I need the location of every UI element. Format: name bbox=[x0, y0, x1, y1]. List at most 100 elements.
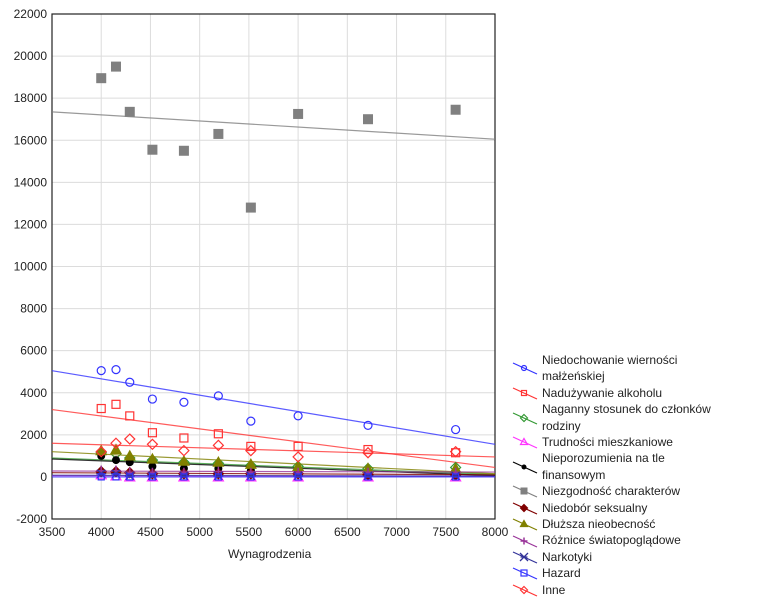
data-point bbox=[294, 473, 302, 481]
data-point bbox=[519, 413, 529, 422]
legend: Niedochowanie wierności małżeńskiej Naduż… bbox=[512, 352, 768, 598]
series-0 bbox=[51, 365, 496, 445]
legend-item: Hazard bbox=[512, 565, 768, 581]
data-point bbox=[126, 473, 134, 481]
legend-label: Różnice światopoglądowe bbox=[542, 533, 681, 548]
legend-label: Niedobór seksualny bbox=[542, 500, 648, 515]
legend-item: Naganny stosunek do członków rodziny bbox=[512, 401, 768, 434]
legend-item: Nieporozumienia na tle finansowym bbox=[512, 450, 768, 483]
legend-marker-icon bbox=[512, 567, 538, 581]
data-point bbox=[96, 403, 106, 414]
data-point bbox=[520, 365, 528, 372]
data-point bbox=[213, 128, 224, 139]
x-tick-label: 6000 bbox=[285, 525, 312, 539]
y-tick-label: 20000 bbox=[14, 49, 48, 63]
data-point bbox=[96, 366, 106, 376]
y-tick-label: 8000 bbox=[20, 302, 47, 316]
y-tick-label: 14000 bbox=[14, 175, 48, 189]
y-tick-label: 12000 bbox=[14, 217, 48, 231]
legend-marker-icon bbox=[512, 551, 538, 564]
legend-label: Nieporozumienia na tle finansowym bbox=[542, 451, 665, 482]
data-point bbox=[293, 108, 304, 119]
y-tick-label: -2000 bbox=[16, 512, 47, 526]
legend-line bbox=[512, 362, 538, 375]
data-point bbox=[212, 439, 225, 452]
data-point bbox=[179, 433, 189, 443]
data-point bbox=[292, 451, 304, 463]
legend-marker-icon bbox=[512, 387, 538, 400]
series-11 bbox=[51, 433, 496, 463]
data-point bbox=[147, 144, 158, 155]
legend-label: Niezgodność charakterów bbox=[542, 484, 681, 499]
data-point bbox=[451, 424, 461, 435]
legend-item: Trudności mieszkaniowe bbox=[512, 434, 768, 450]
x-tick-label: 5500 bbox=[236, 525, 263, 539]
legend-label: Narkotyki bbox=[542, 549, 593, 564]
data-point bbox=[95, 445, 108, 458]
data-point bbox=[363, 420, 373, 430]
data-point bbox=[125, 377, 135, 387]
data-point bbox=[124, 106, 135, 117]
data-point bbox=[247, 473, 255, 481]
y-tick-label: 2000 bbox=[20, 428, 47, 442]
y-tick-label: 4000 bbox=[20, 386, 47, 400]
regression-line bbox=[51, 370, 496, 445]
legend-label: Nadużywanie alkoholu bbox=[542, 385, 663, 400]
legend-item: Dłuższa nieobecność bbox=[512, 516, 768, 532]
data-point bbox=[450, 104, 461, 115]
legend-item: Niedobór seksualny bbox=[512, 500, 768, 516]
legend-item: Inne bbox=[512, 582, 768, 598]
legend-marker-icon bbox=[512, 436, 538, 449]
legend-line bbox=[512, 412, 538, 425]
data-point bbox=[177, 454, 190, 466]
x-tick-label: 3500 bbox=[39, 525, 66, 539]
data-point bbox=[110, 61, 121, 72]
data-point bbox=[146, 438, 159, 451]
data-point bbox=[213, 391, 223, 401]
data-point bbox=[123, 433, 136, 445]
legend-line bbox=[512, 387, 538, 400]
legend-marker-icon bbox=[512, 412, 538, 425]
data-point bbox=[148, 462, 157, 471]
data-point bbox=[179, 397, 189, 407]
legend-marker-icon bbox=[512, 461, 538, 474]
data-point bbox=[521, 464, 527, 470]
data-point bbox=[96, 73, 107, 84]
x-tick-label: 6500 bbox=[334, 525, 361, 539]
data-point bbox=[245, 202, 256, 213]
x-tick-label: 4000 bbox=[88, 525, 115, 539]
data-point bbox=[147, 394, 158, 404]
legend-marker-icon bbox=[512, 584, 538, 597]
legend-marker-icon bbox=[512, 485, 538, 498]
legend-label: Inne bbox=[542, 582, 566, 597]
x-tick-label: 8000 bbox=[482, 525, 509, 539]
legend-item: Różnice światopoglądowe bbox=[512, 532, 768, 548]
y-tick-label: 22000 bbox=[14, 7, 48, 21]
data-point bbox=[111, 365, 121, 375]
data-point bbox=[293, 411, 303, 421]
x-tick-label: 5000 bbox=[186, 525, 213, 539]
data-point bbox=[214, 473, 222, 481]
legend-item: Nadużywanie alkoholu bbox=[512, 385, 768, 401]
legend-marker-icon bbox=[512, 502, 538, 515]
series-10 bbox=[52, 473, 495, 481]
y-tick-label: 10000 bbox=[14, 260, 48, 274]
x-tick-label: 4500 bbox=[137, 525, 164, 539]
data-point bbox=[111, 399, 121, 409]
legend-label: Naganny stosunek do członków rodziny bbox=[542, 402, 711, 433]
y-tick-label: 6000 bbox=[20, 344, 47, 358]
x-tick-label: 7000 bbox=[383, 525, 410, 539]
data-point bbox=[212, 455, 225, 467]
legend-marker-icon bbox=[512, 518, 538, 531]
legend-label: Trudności mieszkaniowe bbox=[542, 435, 673, 450]
data-point bbox=[146, 452, 159, 464]
legend-item: Narkotyki bbox=[512, 549, 768, 565]
data-point bbox=[520, 537, 528, 545]
data-point bbox=[362, 446, 374, 459]
x-tick-label: 7500 bbox=[432, 525, 459, 539]
legend-item: Niedochowanie wierności małżeńskiej bbox=[512, 352, 768, 385]
legend-line bbox=[512, 436, 538, 449]
series-5 bbox=[51, 61, 496, 213]
data-point bbox=[97, 473, 105, 481]
data-point bbox=[95, 444, 108, 456]
